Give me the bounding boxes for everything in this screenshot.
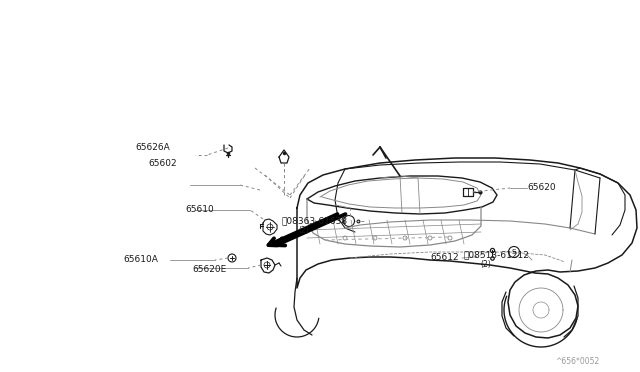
Text: 65612: 65612	[430, 253, 459, 263]
Text: (2): (2)	[480, 260, 491, 269]
Text: S: S	[341, 218, 345, 224]
Text: 65602: 65602	[148, 158, 177, 167]
Text: (2): (2)	[298, 225, 308, 234]
Text: ^656*0052: ^656*0052	[555, 357, 599, 366]
Text: 65620: 65620	[527, 183, 556, 192]
Text: S: S	[512, 249, 516, 255]
Text: 65610: 65610	[185, 205, 214, 215]
Text: Ⓝ08363-61638: Ⓝ08363-61638	[282, 217, 348, 225]
Text: 65620E: 65620E	[192, 266, 227, 275]
Text: Ⓝ08513-61212: Ⓝ08513-61212	[463, 250, 529, 260]
Text: 65626A: 65626A	[135, 144, 170, 153]
Text: 65610A: 65610A	[123, 256, 158, 264]
